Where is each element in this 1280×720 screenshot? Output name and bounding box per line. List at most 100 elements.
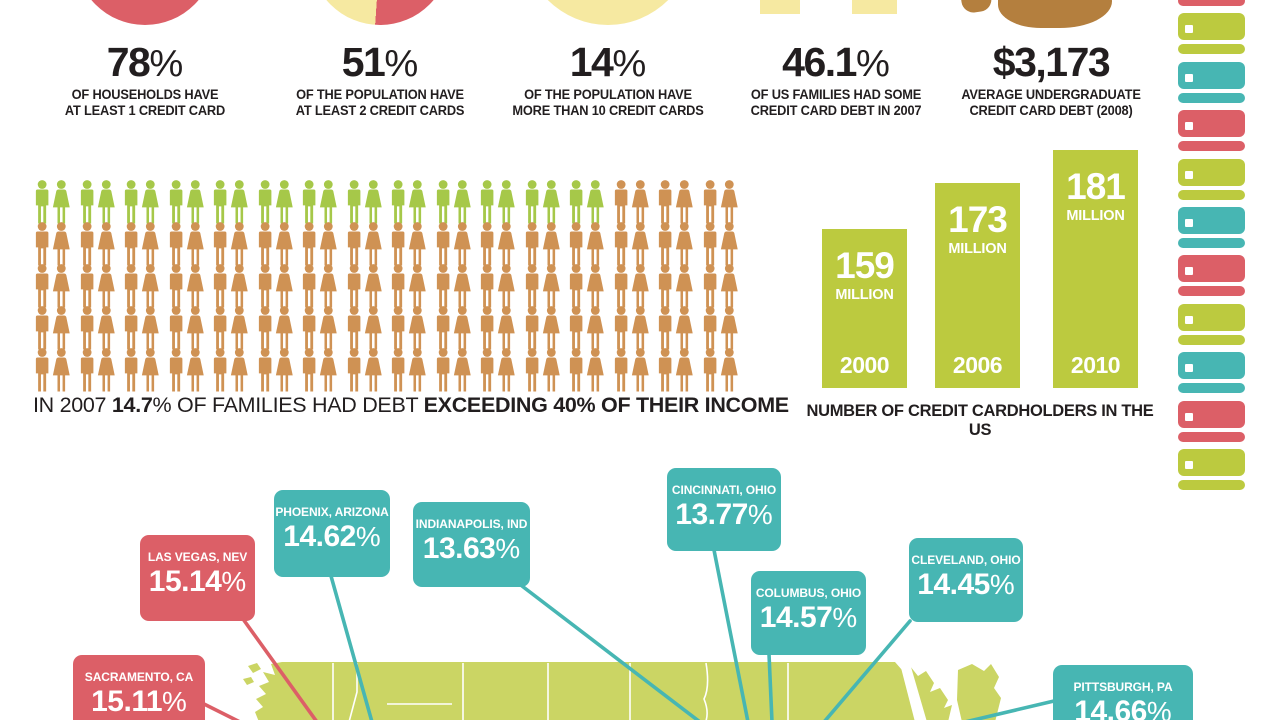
couple-icon <box>480 180 515 224</box>
couple-icon <box>347 264 382 308</box>
couple-icon <box>35 264 70 308</box>
callout-city: SACRAMENTO, CA <box>84 670 194 684</box>
couple-icon <box>525 348 560 392</box>
stat-label: AVERAGE UNDERGRADUATE CREDIT CARD DEBT (2… <box>961 87 1141 118</box>
stat-value: 51% <box>341 39 419 85</box>
connector-line-indianapolis <box>520 584 701 720</box>
card-body <box>1178 303 1245 331</box>
card-stripe <box>1178 141 1245 152</box>
credit-card-icon <box>1178 207 1245 248</box>
stat-value: 78% <box>106 39 184 85</box>
callout-value: 15.11% <box>91 685 187 718</box>
connector-line-las-vegas <box>241 617 318 720</box>
callout-cincinnati: CINCINNATI, OHIO 13.77% <box>667 468 781 551</box>
card-body <box>1178 352 1245 380</box>
couple-icon <box>213 264 248 308</box>
caption-segment: 14.7 <box>111 393 153 417</box>
couple-icon <box>391 306 426 350</box>
couple-icon <box>169 306 204 350</box>
couple-icon <box>80 264 115 308</box>
cards-column <box>1178 0 1245 720</box>
credit-card-icon <box>1178 303 1245 345</box>
percent-sign: % <box>149 42 184 85</box>
card-chip <box>1185 412 1193 421</box>
card-stripe <box>1178 286 1245 297</box>
couple-icon <box>658 264 693 308</box>
couple-icon <box>703 264 738 308</box>
percent-sign: % <box>384 42 419 85</box>
couple-icon <box>658 222 693 266</box>
stat-value: $3,173 <box>992 39 1111 85</box>
us-map-island <box>243 677 254 685</box>
callout-city: CLEVELAND, OHIO <box>911 553 1021 567</box>
percent-sign: % <box>832 602 858 633</box>
stat-population-two-cards: 51% OF THE POPULATION HAVE AT LEAST 2 CRED… <box>255 39 505 118</box>
bar-value: 173 <box>948 199 1008 240</box>
couple-icon <box>169 180 204 224</box>
couple-icon <box>391 180 426 224</box>
us-map-landmass <box>255 662 952 720</box>
card-body <box>1178 110 1245 138</box>
callout-indianapolis: INDIANAPOLIS, IND 13.63% <box>413 502 530 587</box>
bar-2010: 181 MILLION 2010 <box>1053 150 1138 388</box>
percent-sign: % <box>612 42 647 85</box>
caption-segment: EXCEEDING 40% OF THEIR INCOME <box>423 393 790 417</box>
couple-icon <box>80 306 115 350</box>
callout-value: 14.66% <box>1053 695 1193 720</box>
couple-icon <box>213 348 248 392</box>
couple-icon <box>436 348 471 392</box>
connector-line-phoenix <box>329 574 374 720</box>
couple-icon <box>569 222 604 266</box>
callout-value: 15.14% <box>148 565 247 598</box>
stat-label: OF THE POPULATION HAVE AT LEAST 2 CREDIT … <box>295 87 465 118</box>
couple-icon <box>213 222 248 266</box>
couple-icon <box>35 348 70 392</box>
couple-icon <box>703 348 738 392</box>
couple-icon <box>436 306 471 350</box>
card-stripe <box>1178 44 1245 55</box>
couple-icon <box>569 264 604 308</box>
couple-icon <box>347 306 382 350</box>
couple-icon <box>347 222 382 266</box>
card-chip <box>1185 170 1193 179</box>
couple-icon <box>480 348 515 392</box>
yellow-bar-icon <box>760 0 800 14</box>
card-stripe <box>1178 431 1245 442</box>
callout-pittsburgh: PITTSBURGH, PA 14.66% <box>1053 665 1193 720</box>
couple-icon <box>124 348 159 392</box>
couple-icon <box>124 222 159 266</box>
credit-card-icon <box>1178 0 1245 6</box>
couple-icon <box>658 348 693 392</box>
percent-sign: % <box>855 42 890 85</box>
bar-year-label: 2000 <box>839 352 890 378</box>
callout-value: 14.57% <box>759 601 858 634</box>
couple-icon <box>35 306 70 350</box>
bar-2000: 159 MILLION 2000 <box>822 229 907 388</box>
callout-value: 14.62% <box>283 520 381 553</box>
connector-line-pittsburgh <box>965 699 1056 720</box>
percent-sign: % <box>989 569 1015 600</box>
card-stripe <box>1178 334 1245 345</box>
callout-city: LAS VEGAS, NEV <box>147 550 248 564</box>
callout-city: PHOENIX, ARIZONA <box>275 505 389 519</box>
couple-icon <box>569 180 604 224</box>
pictogram-row <box>33 222 740 266</box>
bar-chart-caption: NUMBER OF CREDIT CARDHOLDERS IN THE US <box>806 402 1154 439</box>
couple-icon <box>703 306 738 350</box>
credit-card-icon <box>1178 158 1245 200</box>
credit-card-icon <box>1178 400 1245 442</box>
couple-icon <box>258 222 293 266</box>
couple-icon <box>525 222 560 266</box>
pictogram-caption: IN 2007 14.7% OF FAMILIES HAD DEBT EXCEE… <box>33 393 789 418</box>
callout-city: PITTSBURGH, PA <box>1073 680 1173 694</box>
caption-segment: IN 2007 <box>33 393 112 417</box>
callout-cleveland: CLEVELAND, OHIO 14.45% <box>909 538 1023 622</box>
card-chip <box>1185 73 1193 82</box>
card-chip <box>1185 315 1193 324</box>
couple-icon <box>480 222 515 266</box>
caption-segment: % OF FAMILIES HAD DEBT <box>152 393 424 417</box>
couple-icon <box>569 306 604 350</box>
stat-label: OF HOUSEHOLDS HAVE AT LEAST 1 CREDIT CARD <box>64 87 226 118</box>
percent-sign: % <box>221 566 247 597</box>
couple-icon <box>302 348 337 392</box>
